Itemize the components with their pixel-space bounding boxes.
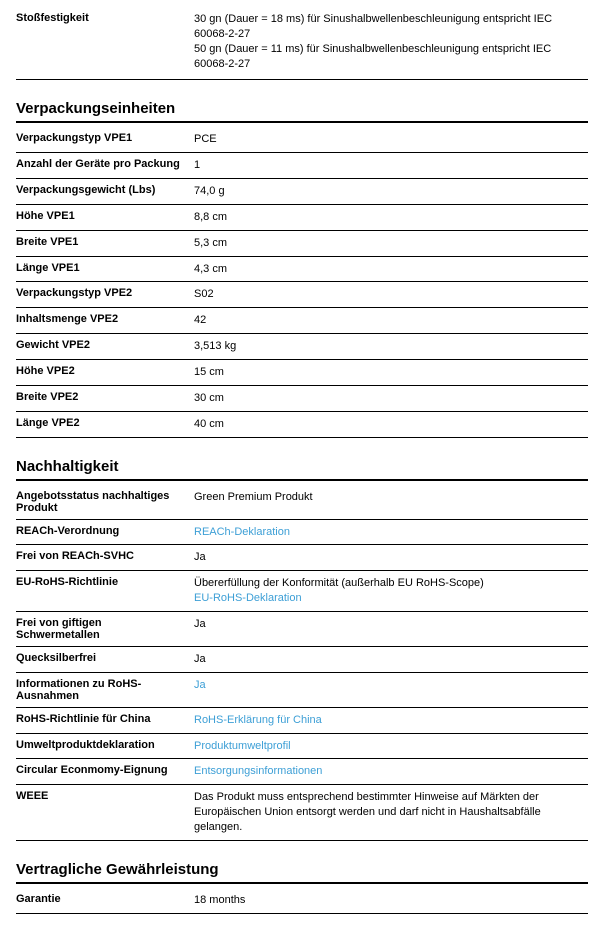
spec-value: Ja (194, 617, 588, 632)
spec-label: Quecksilberfrei (16, 652, 194, 664)
spec-value: S02 (194, 287, 588, 302)
section-title-packaging: Verpackungseinheiten (16, 100, 588, 123)
spec-row: Länge VPE2 40 cm (16, 412, 588, 438)
spec-label: Länge VPE2 (16, 417, 194, 429)
spec-label: Verpackungsgewicht (Lbs) (16, 184, 194, 196)
section-title-sustainability: Nachhaltigkeit (16, 458, 588, 481)
spec-row: Breite VPE2 30 cm (16, 386, 588, 412)
spec-label: Frei von giftigen Schwermetallen (16, 617, 194, 641)
spec-label: EU-RoHS-Richtlinie (16, 576, 194, 588)
spec-label: Frei von REACh-SVHC (16, 550, 194, 562)
spec-value: 1 (194, 158, 588, 173)
spec-row: Frei von giftigen Schwermetallen Ja (16, 612, 588, 647)
spec-value: 15 cm (194, 365, 588, 380)
spec-value: 5,3 cm (194, 236, 588, 251)
spec-label: Breite VPE2 (16, 391, 194, 403)
spec-label: Inhaltsmenge VPE2 (16, 313, 194, 325)
spec-value: 3,513 kg (194, 339, 588, 354)
spec-row: Umweltproduktdeklaration Produktumweltpr… (16, 734, 588, 760)
spec-label: Circular Econmomy-Eignung (16, 764, 194, 776)
spec-value: Ja (194, 550, 588, 565)
spec-value-text: Übererfüllung der Konformität (außerhalb… (194, 576, 588, 591)
spec-row: Garantie 18 months (16, 888, 588, 914)
spec-value: 8,8 cm (194, 210, 588, 225)
spec-value: 18 months (194, 893, 588, 908)
spec-label: RoHS-Richtlinie für China (16, 713, 194, 725)
spec-value: PCE (194, 132, 588, 147)
spec-value: 40 cm (194, 417, 588, 432)
reach-declaration-link[interactable]: REACh-Deklaration (194, 526, 290, 538)
spec-label: Anzahl der Geräte pro Packung (16, 158, 194, 170)
spec-row: Anzahl der Geräte pro Packung 1 (16, 153, 588, 179)
spec-label: Höhe VPE2 (16, 365, 194, 377)
spec-row: Verpackungstyp VPE1 PCE (16, 127, 588, 153)
spec-row-shock: Stoßfestigkeit 30 gn (Dauer = 18 ms) für… (16, 12, 588, 80)
disposal-info-link[interactable]: Entsorgungsinformationen (194, 765, 322, 777)
spec-label: WEEE (16, 790, 194, 802)
spec-value-line: 50 gn (Dauer = 11 ms) für Sinushalbwelle… (194, 42, 588, 72)
spec-row: Breite VPE1 5,3 cm (16, 231, 588, 257)
spec-value: Green Premium Produkt (194, 490, 588, 505)
spec-value: 30 gn (Dauer = 18 ms) für Sinushalbwelle… (194, 12, 588, 71)
spec-row: Inhaltsmenge VPE2 42 (16, 308, 588, 334)
rohs-exceptions-link[interactable]: Ja (194, 679, 206, 691)
spec-row: Frei von REACh-SVHC Ja (16, 545, 588, 571)
spec-row: Höhe VPE1 8,8 cm (16, 205, 588, 231)
section-title-warranty: Vertragliche Gewährleistung (16, 861, 588, 884)
spec-row: Länge VPE1 4,3 cm (16, 257, 588, 283)
spec-row: Verpackungstyp VPE2 S02 (16, 282, 588, 308)
spec-value: 74,0 g (194, 184, 588, 199)
spec-value: Das Produkt muss entsprechend bestimmter… (194, 790, 588, 835)
spec-value-line: 30 gn (Dauer = 18 ms) für Sinushalbwelle… (194, 12, 588, 42)
spec-label: Höhe VPE1 (16, 210, 194, 222)
spec-label: Umweltproduktdeklaration (16, 739, 194, 751)
spec-label: Verpackungstyp VPE2 (16, 287, 194, 299)
spec-value: 30 cm (194, 391, 588, 406)
spec-label: Stoßfestigkeit (16, 12, 194, 71)
spec-row: WEEE Das Produkt muss entsprechend besti… (16, 785, 588, 841)
spec-row: Informationen zu RoHS-Ausnahmen Ja (16, 673, 588, 708)
spec-row: Circular Econmomy-Eignung Entsorgungsinf… (16, 759, 588, 785)
spec-label: Verpackungstyp VPE1 (16, 132, 194, 144)
spec-value: Ja (194, 678, 588, 693)
spec-row: Angebotsstatus nachhaltiges Produkt Gree… (16, 485, 588, 520)
eu-rohs-declaration-link[interactable]: EU-RoHS-Deklaration (194, 592, 302, 604)
spec-label: Breite VPE1 (16, 236, 194, 248)
spec-row: Gewicht VPE2 3,513 kg (16, 334, 588, 360)
spec-row: Verpackungsgewicht (Lbs) 74,0 g (16, 179, 588, 205)
spec-label: Länge VPE1 (16, 262, 194, 274)
spec-label: Informationen zu RoHS-Ausnahmen (16, 678, 194, 702)
spec-label: Garantie (16, 893, 194, 905)
spec-value: Übererfüllung der Konformität (außerhalb… (194, 576, 588, 606)
spec-row: REACh-Verordnung REACh-Deklaration (16, 520, 588, 546)
spec-value: REACh-Deklaration (194, 525, 588, 540)
spec-label: REACh-Verordnung (16, 525, 194, 537)
spec-value: Produktumweltprofil (194, 739, 588, 754)
spec-value: 4,3 cm (194, 262, 588, 277)
spec-row: Höhe VPE2 15 cm (16, 360, 588, 386)
spec-row: Quecksilberfrei Ja (16, 647, 588, 673)
china-rohs-link[interactable]: RoHS-Erklärung für China (194, 714, 322, 726)
product-env-profile-link[interactable]: Produktumweltprofil (194, 740, 291, 752)
spec-row: EU-RoHS-Richtlinie Übererfüllung der Kon… (16, 571, 588, 612)
spec-label: Gewicht VPE2 (16, 339, 194, 351)
spec-row: RoHS-Richtlinie für China RoHS-Erklärung… (16, 708, 588, 734)
spec-value: 42 (194, 313, 588, 328)
spec-value: Ja (194, 652, 588, 667)
spec-value: RoHS-Erklärung für China (194, 713, 588, 728)
spec-label: Angebotsstatus nachhaltiges Produkt (16, 490, 194, 514)
spec-value: Entsorgungsinformationen (194, 764, 588, 779)
